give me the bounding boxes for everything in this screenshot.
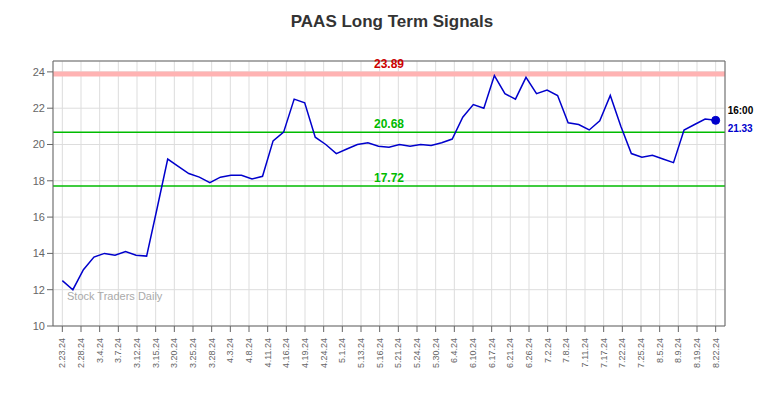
svg-text:12: 12 [33, 284, 45, 296]
svg-text:6.17.24: 6.17.24 [487, 338, 497, 368]
svg-text:3.4.24: 3.4.24 [95, 338, 105, 363]
svg-text:4.3.24: 4.3.24 [225, 338, 235, 363]
svg-text:5.1.24: 5.1.24 [337, 338, 347, 363]
html-text:Stock Traders Daily: Stock Traders Daily [67, 290, 163, 302]
svg-text:7.2.24: 7.2.24 [543, 338, 553, 363]
svg-text:8.22.24: 8.22.24 [711, 338, 721, 368]
svg-text:5.16.24: 5.16.24 [375, 338, 385, 368]
svg-text:17.72: 17.72 [374, 171, 404, 185]
svg-text:10: 10 [33, 320, 45, 332]
svg-text:7.8.24: 7.8.24 [561, 338, 571, 363]
svg-text:4.16.24: 4.16.24 [281, 338, 291, 368]
svg-text:14: 14 [33, 247, 45, 259]
svg-text:2.23.24: 2.23.24 [57, 338, 67, 368]
svg-text:5.30.24: 5.30.24 [431, 338, 441, 368]
svg-text:16:00: 16:00 [728, 105, 754, 116]
svg-text:5.13.24: 5.13.24 [356, 338, 366, 368]
svg-text:20.68: 20.68 [374, 117, 404, 131]
svg-text:5.21.24: 5.21.24 [393, 338, 403, 368]
svg-text:22: 22 [33, 102, 45, 114]
svg-text:6.4.24: 6.4.24 [449, 338, 459, 363]
svg-text:16: 16 [33, 211, 45, 223]
svg-text:8.9.24: 8.9.24 [673, 338, 683, 363]
svg-text:4.24.24: 4.24.24 [319, 338, 329, 368]
html-text:PAAS Long Term Signals: PAAS Long Term Signals [290, 12, 494, 31]
svg-text:6.10.24: 6.10.24 [468, 338, 478, 368]
svg-text:4.11.24: 4.11.24 [263, 338, 273, 367]
svg-text:3.25.24: 3.25.24 [188, 338, 198, 368]
svg-text:4.19.24: 4.19.24 [300, 338, 310, 368]
svg-text:6.21.24: 6.21.24 [505, 338, 515, 368]
svg-text:3.15.24: 3.15.24 [151, 338, 161, 368]
svg-text:18: 18 [33, 175, 45, 187]
svg-text:7.22.24: 7.22.24 [617, 338, 627, 368]
svg-text:6.26.24: 6.26.24 [524, 338, 534, 368]
svg-text:23.89: 23.89 [374, 57, 404, 71]
svg-text:7.25.24: 7.25.24 [636, 338, 646, 368]
svg-text:20: 20 [33, 138, 45, 150]
svg-text:7.11.24: 7.11.24 [580, 338, 590, 367]
svg-text:3.20.24: 3.20.24 [169, 338, 179, 368]
svg-text:8.5.24: 8.5.24 [655, 338, 665, 363]
svg-text:3.12.24: 3.12.24 [132, 338, 142, 368]
svg-text:8.19.24: 8.19.24 [692, 338, 702, 368]
svg-text:2.28.24: 2.28.24 [76, 338, 86, 368]
svg-text:4.8.24: 4.8.24 [244, 338, 254, 363]
svg-text:5.24.24: 5.24.24 [412, 338, 422, 368]
svg-text:24: 24 [33, 66, 45, 78]
svg-text:21.33: 21.33 [728, 123, 753, 134]
svg-text:7.17.24: 7.17.24 [599, 338, 609, 368]
svg-text:3.28.24: 3.28.24 [207, 338, 217, 368]
svg-text:3.7.24: 3.7.24 [113, 338, 123, 363]
